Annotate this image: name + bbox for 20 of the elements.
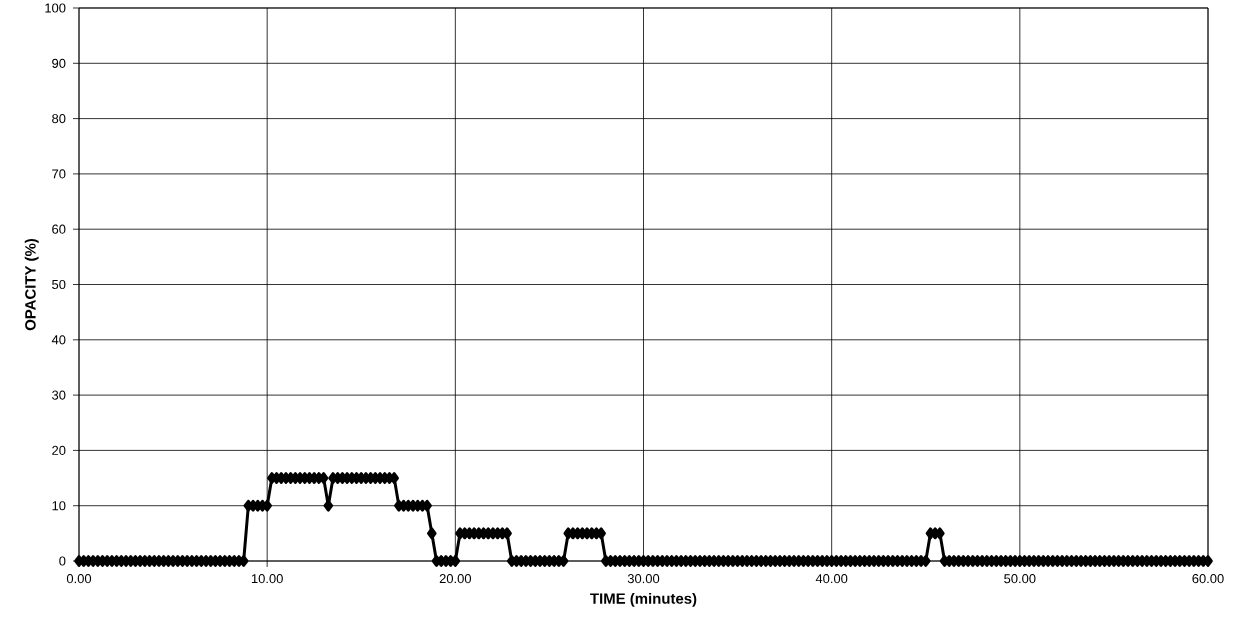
- x-tick-label: 10.00: [251, 574, 283, 584]
- x-tick-label: 40.00: [815, 574, 848, 584]
- y-tick-label: 10: [52, 501, 66, 511]
- x-tick-label: 60.00: [1192, 574, 1224, 584]
- y-tick-label: 30: [52, 390, 66, 400]
- y-tick-label: 100: [45, 3, 66, 13]
- y-tick-label: 60: [52, 224, 66, 234]
- x-axis-title: TIME (minutes): [590, 592, 697, 607]
- y-tick-label: 90: [52, 58, 66, 68]
- y-tick-label: 50: [52, 279, 66, 290]
- x-tick-label: 20.00: [439, 574, 472, 584]
- x-tick-label: 50.00: [1004, 574, 1036, 584]
- y-tick-label: 20: [52, 445, 66, 455]
- y-tick-label: 70: [52, 169, 66, 179]
- x-tick-label: 30.00: [627, 574, 660, 584]
- x-tick-label: 0.00: [66, 574, 92, 584]
- y-tick-label: 0: [59, 556, 66, 566]
- y-tick-label: 40: [51, 335, 66, 345]
- y-axis-title: OPACITY (%): [24, 238, 39, 331]
- y-tick-label: 80: [52, 114, 66, 124]
